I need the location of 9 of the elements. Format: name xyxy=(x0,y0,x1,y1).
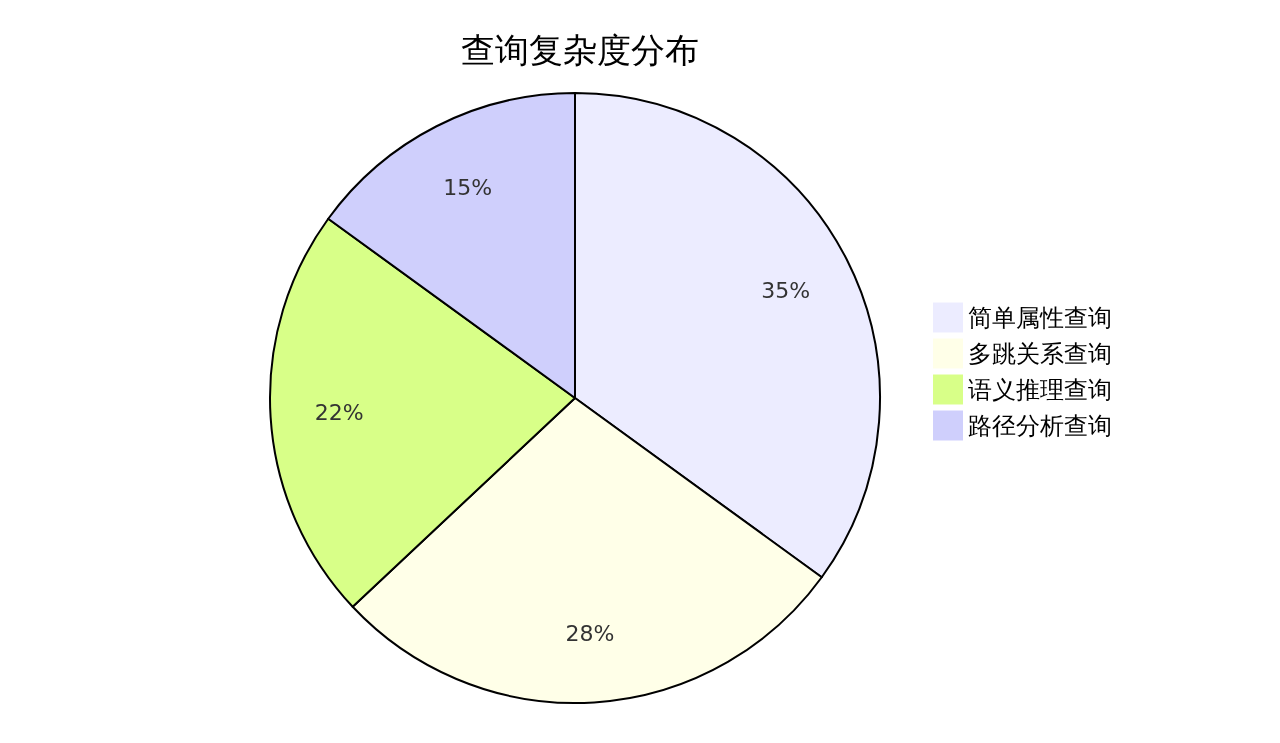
chart-title: 查询复杂度分布 xyxy=(461,30,699,70)
data-label: 22% xyxy=(314,400,364,426)
legend-label: 多跳关系查询 xyxy=(968,339,1112,368)
data-label: 28% xyxy=(565,621,615,647)
legend-label: 语义推理查询 xyxy=(968,375,1112,404)
legend-label: 简单属性查询 xyxy=(968,303,1112,332)
legend-label: 路径分析查询 xyxy=(968,411,1112,440)
data-label: 35% xyxy=(761,278,811,304)
data-label: 15% xyxy=(443,174,493,200)
